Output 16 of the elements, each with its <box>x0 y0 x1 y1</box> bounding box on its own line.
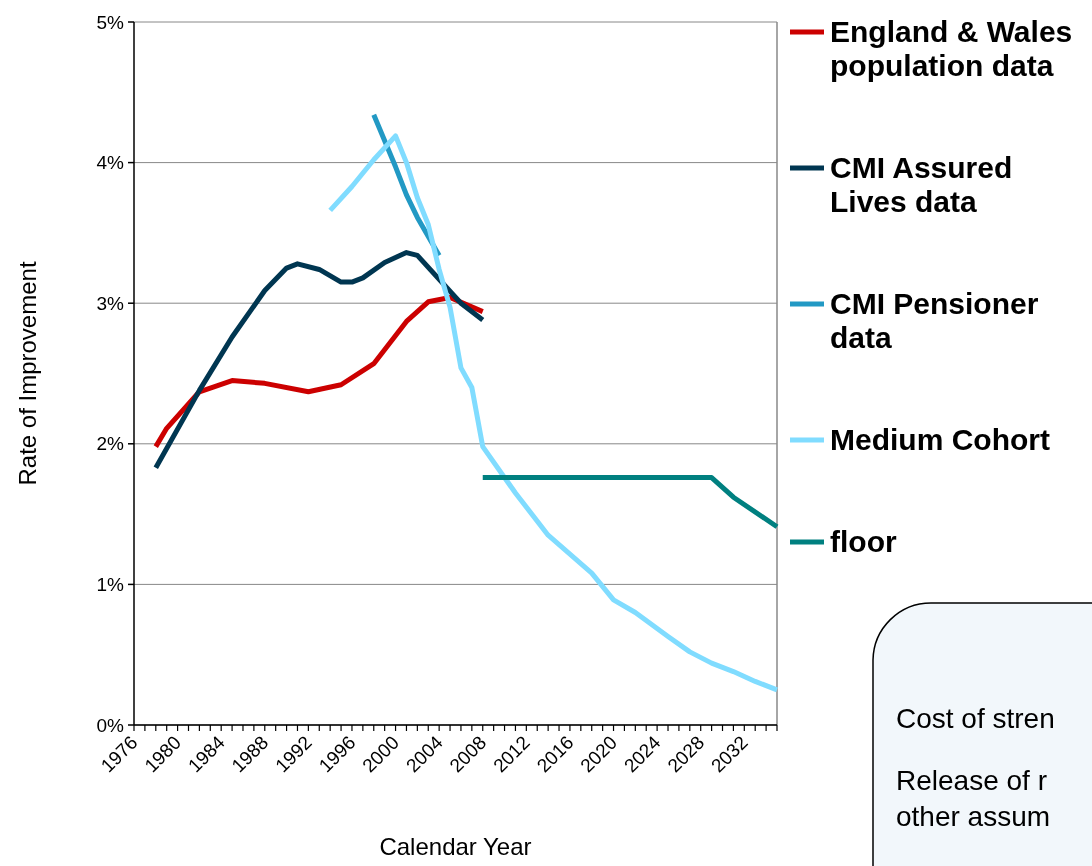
legend-label: Medium Cohort <box>830 423 1050 456</box>
y-tick-label: 5% <box>96 11 125 33</box>
text: Release of r <box>896 765 1047 796</box>
y-axis-title: Rate of Improvement <box>14 261 41 486</box>
legend-label: CMI Assured Lives data <box>830 151 1013 218</box>
text: Cost of stren <box>896 703 1055 734</box>
x-axis-title: Calendar Year <box>379 833 532 860</box>
legend-label: CMI Pensioner data <box>830 287 1039 354</box>
y-tick-label: 1% <box>96 574 125 596</box>
y-tick-label: 4% <box>96 152 125 174</box>
legend-label: floor <box>830 525 897 558</box>
y-tick-label: 0% <box>96 714 125 736</box>
y-tick-label: 2% <box>96 433 125 455</box>
y-tick-label: 3% <box>96 292 125 314</box>
text: other assum <box>896 801 1051 832</box>
legend-label: England & Wales population data <box>830 15 1073 82</box>
